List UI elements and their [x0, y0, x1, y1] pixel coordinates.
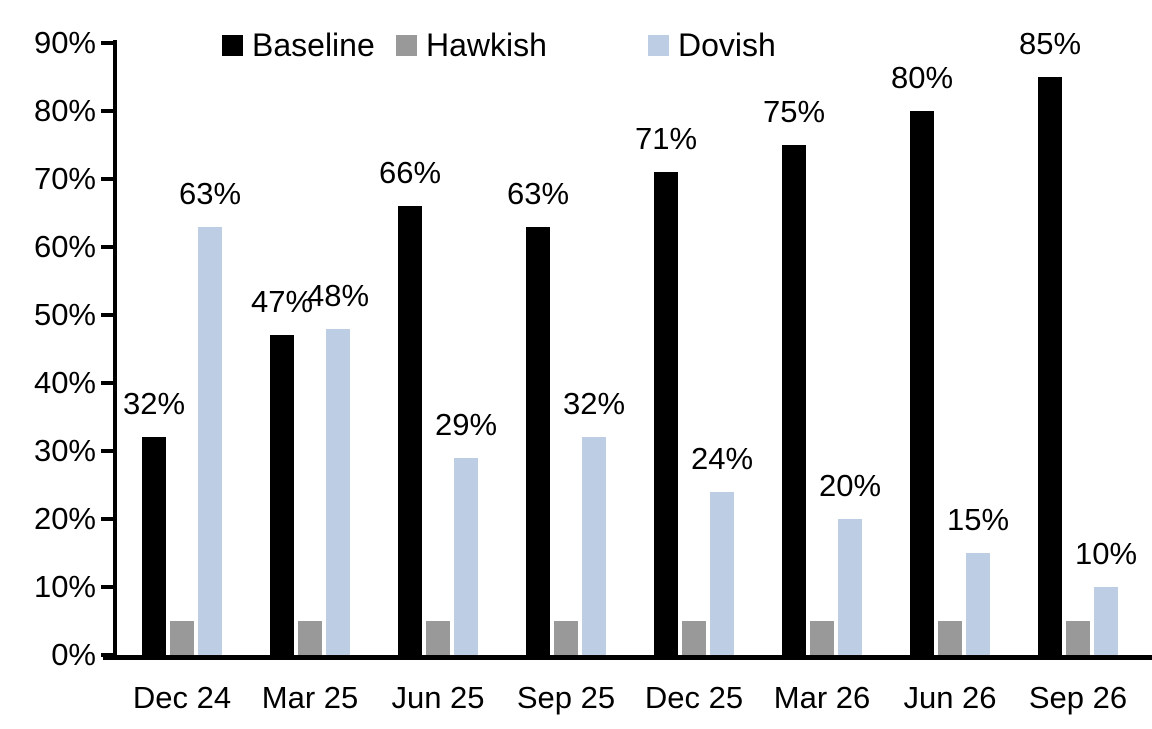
value-label-dovish-sep-25: 32% — [562, 386, 626, 422]
y-axis-tick-10- — [101, 585, 114, 589]
bar-dovish-sep-25 — [582, 437, 606, 655]
y-axis-line — [113, 40, 117, 660]
y-axis-tick-90- — [101, 41, 114, 45]
y-axis-label-90-: 90% — [33, 25, 96, 60]
bar-dovish-jun-25 — [454, 457, 478, 655]
value-label-dovish-mar-25: 48% — [306, 277, 370, 313]
bar-dovish-dec-25 — [710, 491, 734, 655]
value-label-dovish-jun-26: 15% — [946, 502, 1010, 537]
value-label-baseline-sep-25: 63% — [506, 175, 570, 211]
bar-hawkish-dec-25 — [682, 621, 706, 655]
x-axis-label-dec-24: Dec 24 — [132, 680, 232, 715]
x-axis-label-jun-26: Jun 26 — [903, 680, 997, 715]
x-axis-label-jun-25: Jun 25 — [391, 680, 485, 715]
y-axis-tick-50- — [101, 313, 114, 317]
bar-baseline-mar-25 — [270, 335, 294, 655]
bar-hawkish-jun-26 — [938, 621, 962, 655]
legend-item-dovish: Dovish — [648, 28, 776, 62]
y-axis-label-10-: 10% — [33, 569, 96, 604]
y-axis-tick-70- — [101, 177, 114, 181]
legend-item-hawkish: Hawkish — [396, 28, 547, 62]
x-axis-line — [103, 655, 1152, 660]
bar-baseline-jun-26 — [910, 111, 934, 655]
bar-baseline-sep-26 — [1038, 77, 1062, 655]
value-label-baseline-sep-26: 85% — [1018, 26, 1082, 61]
x-axis-label-dec-25: Dec 25 — [644, 680, 744, 715]
y-axis-label-40-: 40% — [33, 365, 96, 400]
y-axis-tick-80- — [101, 109, 114, 113]
bar-dovish-mar-25 — [326, 328, 350, 655]
bar-baseline-dec-24 — [142, 437, 166, 655]
value-label-dovish-dec-24: 63% — [178, 175, 242, 211]
legend-label-baseline: Baseline — [252, 27, 375, 63]
y-axis-label-0-: 0% — [51, 637, 96, 672]
bar-hawkish-sep-26 — [1066, 621, 1090, 655]
value-label-baseline-mar-25: 47% — [250, 284, 314, 320]
y-axis-tick-40- — [101, 381, 114, 385]
bar-dovish-mar-26 — [838, 519, 862, 655]
bar-hawkish-mar-25 — [298, 621, 322, 655]
bar-hawkish-mar-26 — [810, 621, 834, 655]
bar-dovish-jun-26 — [966, 553, 990, 655]
bar-dovish-dec-24 — [198, 226, 222, 655]
y-axis-label-30-: 30% — [33, 433, 96, 468]
bar-hawkish-sep-25 — [554, 621, 578, 655]
value-label-baseline-dec-25: 71% — [634, 121, 698, 157]
legend-swatch-baseline — [222, 34, 243, 56]
bar-hawkish-jun-25 — [426, 621, 450, 655]
value-label-baseline-jun-26: 80% — [890, 60, 954, 95]
value-label-baseline-dec-24: 32% — [122, 386, 186, 422]
legend-swatch-hawkish — [396, 34, 417, 56]
x-axis-label-mar-25: Mar 25 — [261, 680, 359, 715]
y-axis-label-20-: 20% — [33, 501, 96, 536]
legend-label-hawkish: Hawkish — [426, 27, 547, 63]
value-label-baseline-mar-26: 75% — [762, 94, 826, 129]
value-label-dovish-sep-26: 10% — [1074, 536, 1138, 571]
legend-swatch-dovish — [648, 34, 669, 56]
x-axis-label-sep-26: Sep 26 — [1028, 680, 1128, 715]
y-axis-label-80-: 80% — [33, 93, 96, 128]
bar-baseline-sep-25 — [526, 226, 550, 655]
y-axis-tick-60- — [101, 245, 114, 249]
y-axis-tick-20- — [101, 517, 114, 521]
y-axis-label-50-: 50% — [33, 297, 96, 332]
y-axis-label-70-: 70% — [33, 161, 96, 196]
x-axis-label-mar-26: Mar 26 — [773, 680, 871, 715]
bar-baseline-jun-25 — [398, 206, 422, 655]
value-label-dovish-mar-26: 20% — [818, 468, 882, 503]
value-label-baseline-jun-25: 66% — [378, 155, 442, 191]
legend-item-baseline: Baseline — [222, 28, 375, 62]
y-axis-label-60-: 60% — [33, 229, 96, 264]
bar-baseline-mar-26 — [782, 145, 806, 655]
y-axis-tick-0- — [101, 653, 114, 657]
bar-hawkish-dec-24 — [170, 621, 194, 655]
legend-label-dovish: Dovish — [678, 27, 776, 63]
x-axis-label-sep-25: Sep 25 — [516, 680, 616, 715]
bar-baseline-dec-25 — [654, 172, 678, 655]
value-label-dovish-jun-25: 29% — [434, 406, 498, 442]
y-axis-tick-30- — [101, 449, 114, 453]
value-label-dovish-dec-25: 24% — [690, 440, 754, 476]
bar-dovish-sep-26 — [1094, 587, 1118, 655]
